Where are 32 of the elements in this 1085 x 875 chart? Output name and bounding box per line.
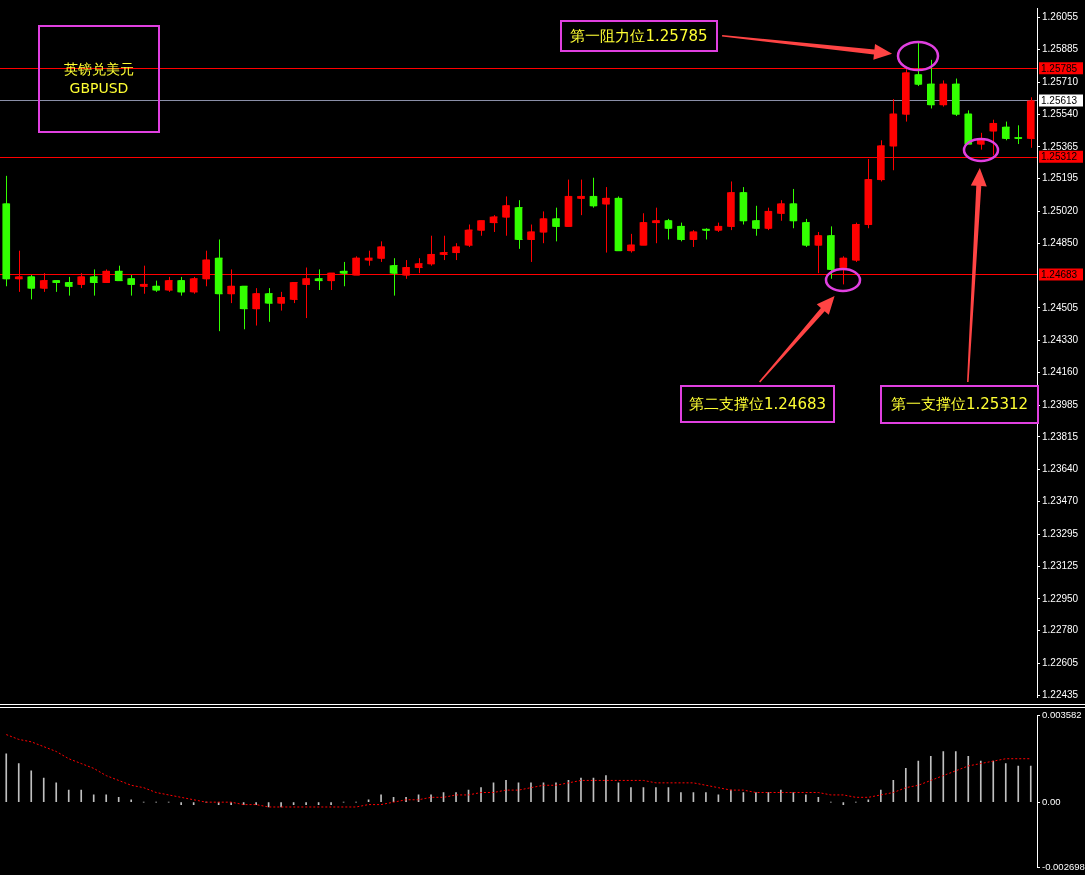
y-tick-label: 1.24160 [1042,366,1079,378]
y-tick-label: -0.002698 [1042,860,1085,872]
annotation: 第一支撑位1.25312 [880,385,1039,424]
y-tick-label: 1.24330 [1042,334,1079,346]
y-tick-label: 1.23295 [1042,527,1079,539]
y-tick-label: 1.23470 [1042,495,1079,507]
y-tick-label: 1.25365 [1042,140,1079,152]
y-tick-label: 0.003582 [1042,709,1082,721]
ref-line-label: 1.25312 [1041,151,1078,163]
y-tick-label: 1.26055 [1042,11,1079,23]
ref-line-label: 1.24683 [1041,268,1078,280]
ref-line-label: 1.25613 [1041,94,1078,106]
y-tick-label: 1.23125 [1042,559,1079,571]
y-tick-label: 1.22780 [1042,624,1079,636]
y-tick-label: 1.23640 [1042,463,1079,475]
y-tick-label: 1.22950 [1042,592,1079,604]
annotation: 第一阻力位1.25785 [560,20,718,52]
text: GBPUSD [69,79,129,98]
y-tick-label: 1.24850 [1042,236,1079,248]
y-tick-label: 1.25540 [1042,107,1079,119]
y-tick-label: 1.22605 [1042,657,1079,669]
y-tick-label: 1.23815 [1042,430,1079,442]
y-tick-label: 1.22435 [1042,688,1079,700]
y-tick-label: 1.25885 [1042,43,1079,55]
y-tick-label: 1.25710 [1042,76,1079,88]
y-tick-label: 1.24505 [1042,301,1079,313]
y-tick-label: 1.25020 [1042,205,1079,217]
y-tick-label: 1.23985 [1042,398,1079,410]
y-tick-label: 0.00 [1042,795,1061,807]
y-tick-label: 1.25195 [1042,172,1079,184]
ref-line-label: 1.25785 [1041,62,1078,74]
annotation: 第二支撑位1.24683 [680,385,835,423]
